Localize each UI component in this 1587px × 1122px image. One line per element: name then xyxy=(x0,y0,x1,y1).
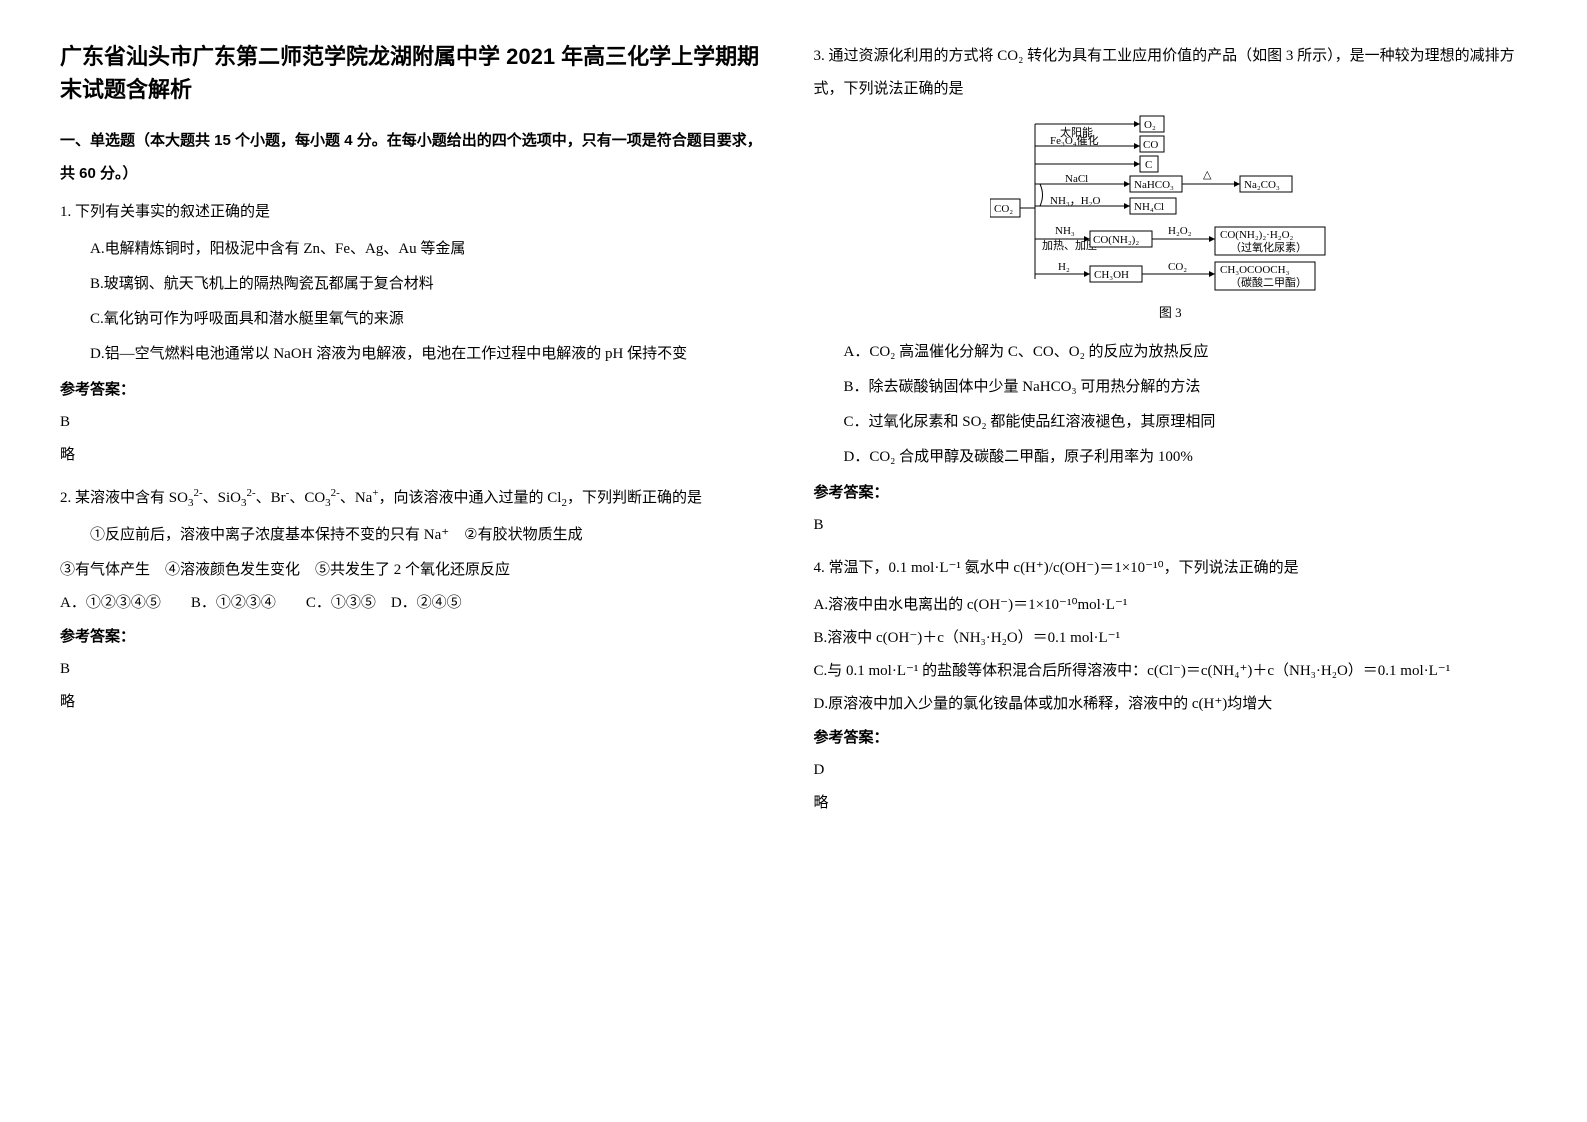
q4-answer-label: 参考答案： xyxy=(814,721,1528,754)
q2-note: 略 xyxy=(60,686,774,719)
d-r3in: NaCl xyxy=(1065,173,1088,185)
d-r2co: CO xyxy=(1143,139,1158,151)
question-2: 2. 某溶液中含有 SO32-、SiO32-、Br-、CO32-、Na+，向该溶… xyxy=(60,482,774,719)
d-r5arr: H₂O₂ xyxy=(1168,225,1192,237)
q3-option-a: A．CO₂ 高温催化分解为 C、CO、O₂ 的反应为放热反应 xyxy=(814,336,1528,369)
d-r6arr: CO₂ xyxy=(1168,261,1187,273)
page: 广东省汕头市广东第二师范学院龙湖附属中学 2021 年高三化学上学期期末试题含解… xyxy=(0,0,1587,1122)
d-r3out: NaHCO₃ xyxy=(1134,179,1174,191)
d-r6out: CH₃OH xyxy=(1094,269,1129,281)
q4-option-b: B.溶液中 c(OH⁻)＋c（NH₃·H₂O）＝0.1 mol·L⁻¹ xyxy=(814,622,1528,655)
d-r4out: NH₄Cl xyxy=(1134,201,1164,213)
q4-note: 略 xyxy=(814,787,1528,820)
q3-option-d: D．CO₂ 合成甲醇及碳酸二甲酯，原子利用率为 100% xyxy=(814,441,1528,474)
d-r2c: C xyxy=(1145,159,1152,171)
d-r5fb: （过氧化尿素） xyxy=(1230,240,1307,254)
q2-line1: ①反应前后，溶液中离子浓度基本保持不变的只有 Na⁺ ②有胶状物质生成 xyxy=(60,519,774,552)
q1-stem: 1. 下列有关事实的叙述正确的是 xyxy=(60,196,774,229)
q3-diagram: CO₂ 太阳能 O₂ Fe₃O₄催化 CO C xyxy=(990,114,1350,328)
q2-answer: B xyxy=(60,653,774,686)
left-column: 广东省汕头市广东第二师范学院龙湖附属中学 2021 年高三化学上学期期末试题含解… xyxy=(60,40,774,1082)
q1-option-d: D.铝—空气燃料电池通常以 NaOH 溶液为电解液，电池在工作过程中电解液的 p… xyxy=(60,338,774,371)
section-heading: 一、单选题（本大题共 15 个小题，每小题 4 分。在每小题给出的四个选项中，只… xyxy=(60,124,774,190)
question-1: 1. 下列有关事实的叙述正确的是 A.电解精炼铜时，阳极泥中含有 Zn、Fe、A… xyxy=(60,196,774,472)
q1-option-a: A.电解精炼铜时，阳极泥中含有 Zn、Fe、Ag、Au 等金属 xyxy=(60,233,774,266)
q2-t1: 2. 某溶液中含有 SO xyxy=(60,490,188,506)
d-r6in: H₂ xyxy=(1058,261,1070,273)
q2-t6: ，向该溶液中通入过量的 Cl xyxy=(379,490,562,506)
q1-option-c: C.氧化钠可作为呼吸面具和潜水艇里氧气的来源 xyxy=(60,303,774,336)
q2-answer-label: 参考答案： xyxy=(60,620,774,653)
exam-title: 广东省汕头市广东第二师范学院龙湖附属中学 2021 年高三化学上学期期末试题含解… xyxy=(60,40,774,106)
q3-answer: B xyxy=(814,509,1528,542)
q3-answer-label: 参考答案： xyxy=(814,476,1528,509)
q2-t3: 、Br xyxy=(256,490,286,506)
q2-stem: 2. 某溶液中含有 SO32-、SiO32-、Br-、CO32-、Na+，向该溶… xyxy=(60,482,774,515)
q4-option-a: A.溶液中由水电离出的 c(OH⁻)＝1×10⁻¹⁰mol·L⁻¹ xyxy=(814,589,1528,622)
question-3: 3. 通过资源化利用的方式将 CO₂ 转化为具有工业应用价值的产品（如图 3 所… xyxy=(814,40,1528,542)
d-r3final: Na₂CO₃ xyxy=(1244,179,1280,191)
q1-option-b: B.玻璃钢、航天飞机上的隔热陶瓷瓦都属于复合材料 xyxy=(60,268,774,301)
q2-t2: 、SiO xyxy=(203,490,241,506)
q4-option-c: C.与 0.1 mol·L⁻¹ 的盐酸等体积混合后所得溶液中：c(Cl⁻)＝c(… xyxy=(814,655,1528,688)
q3-stem: 3. 通过资源化利用的方式将 CO₂ 转化为具有工业应用价值的产品（如图 3 所… xyxy=(814,40,1528,106)
q4-answer: D xyxy=(814,754,1528,787)
q4-stem: 4. 常温下，0.1 mol·L⁻¹ 氨水中 c(H⁺)/c(OH⁻)＝1×10… xyxy=(814,552,1528,585)
q3-option-c: C．过氧化尿素和 SO₂ 都能使品红溶液褪色，其原理相同 xyxy=(814,406,1528,439)
d-r4in: NH₃，H₂O xyxy=(1050,195,1101,207)
q1-answer-label: 参考答案： xyxy=(60,373,774,406)
q4-option-d: D.原溶液中加入少量的氯化铵晶体或加水稀释，溶液中的 c(H⁺)均增大 xyxy=(814,688,1528,721)
q2-t5: 、Na xyxy=(340,490,373,506)
q1-option-d-text: D.铝—空气燃料电池通常以 NaOH 溶液为电解液，电池在工作过程中电解液的 p… xyxy=(60,346,687,362)
d-r3arr: △ xyxy=(1203,169,1212,181)
d-co2: CO₂ xyxy=(994,203,1013,215)
d-r2in: Fe₃O₄催化 xyxy=(1050,133,1099,147)
q3-option-b: B．除去碳酸钠固体中少量 NaHCO₃ 可用热分解的方法 xyxy=(814,371,1528,404)
q1-note: 略 xyxy=(60,439,774,472)
question-4: 4. 常温下，0.1 mol·L⁻¹ 氨水中 c(H⁺)/c(OH⁻)＝1×10… xyxy=(814,552,1528,820)
d-r5cond: 加热、加压 xyxy=(1042,239,1097,252)
q2-t7: ，下列判断正确的是 xyxy=(567,490,702,506)
d-r1out: O₂ xyxy=(1144,119,1156,131)
q3-diagram-caption: 图 3 xyxy=(990,299,1350,328)
q2-t4: 、CO xyxy=(289,490,325,506)
q1-answer: B xyxy=(60,406,774,439)
d-r6fa: CH₃OCOOCH₃ xyxy=(1220,264,1290,276)
q2-options: A．①②③④⑤ B．①②③④ C．①③⑤ D．②④⑤ xyxy=(60,587,774,620)
q2-line2: ③有气体产生 ④溶液颜色发生变化 ⑤共发生了 2 个氧化还原反应 xyxy=(60,554,774,587)
d-r5in: NH₃ xyxy=(1055,225,1075,237)
d-r6fb: （碳酸二甲酯） xyxy=(1230,275,1307,289)
right-column: 3. 通过资源化利用的方式将 CO₂ 转化为具有工业应用价值的产品（如图 3 所… xyxy=(814,40,1528,1082)
d-r5out: CO(NH₂)₂ xyxy=(1093,234,1139,246)
d-r5fa: CO(NH₂)₂·H₂O₂ xyxy=(1220,229,1294,241)
